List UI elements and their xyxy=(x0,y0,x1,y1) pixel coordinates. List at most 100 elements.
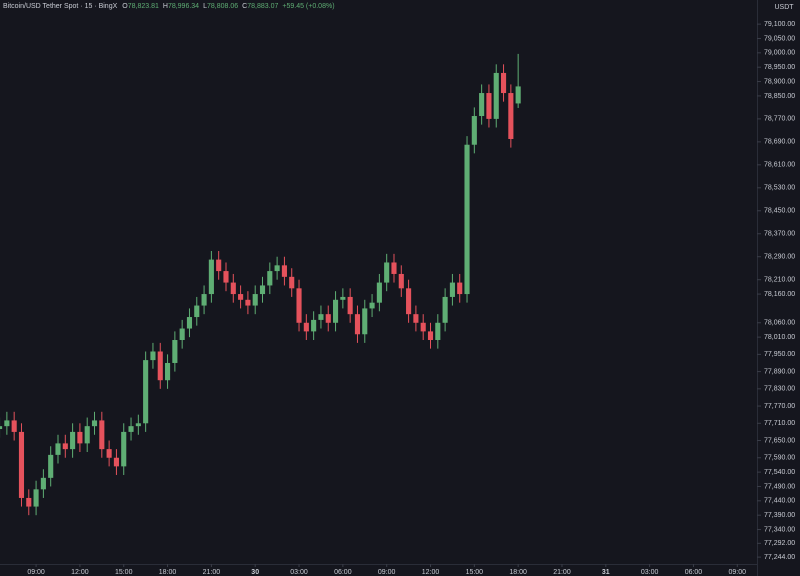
candle-body xyxy=(406,288,412,315)
x-tick-label: 18:00 xyxy=(159,569,177,576)
candle-body xyxy=(332,299,339,323)
candle-body xyxy=(318,314,324,320)
y-tick-label: 78,610.00 xyxy=(764,162,795,169)
candle-body xyxy=(201,294,207,306)
y-tick-label: 78,210.00 xyxy=(764,277,795,284)
candle-body xyxy=(150,351,156,361)
x-tick-label: 03:00 xyxy=(641,569,659,576)
y-tick-label: 78,690.00 xyxy=(764,139,795,146)
candle-body xyxy=(427,331,434,341)
candle-body xyxy=(354,314,361,335)
price-change: +59.45 (+0.08%) xyxy=(282,3,334,10)
y-tick-label: 78,160.00 xyxy=(764,291,795,298)
candle-body xyxy=(340,296,346,300)
candle-body xyxy=(186,317,193,329)
candle-body xyxy=(48,454,54,478)
y-tick-label: 78,290.00 xyxy=(764,254,795,261)
y-tick-label: 78,370.00 xyxy=(764,231,795,238)
x-tick-label: 12:00 xyxy=(71,569,89,576)
y-tick-label: 77,340.00 xyxy=(764,526,795,533)
candle-body xyxy=(33,489,39,507)
candle-body xyxy=(274,265,280,272)
candle-body xyxy=(84,426,90,444)
candle-body xyxy=(325,314,331,323)
candle-body xyxy=(252,294,258,306)
y-tick-label: 77,770.00 xyxy=(764,403,795,410)
candle-body xyxy=(486,93,492,119)
ohlc-key: H xyxy=(163,3,168,10)
candle-body xyxy=(26,497,32,507)
candle-body xyxy=(157,351,163,381)
candle-body xyxy=(471,116,477,145)
x-tick-label: 09:00 xyxy=(27,569,45,576)
x-tick-label: 15:00 xyxy=(466,569,484,576)
candle-body xyxy=(442,296,448,323)
x-tick-label: 09:00 xyxy=(378,569,396,576)
candle-body xyxy=(135,423,141,427)
x-tick-label: 12:00 xyxy=(422,569,440,576)
chart-title: Bitcoin/USD Tether Spot · 15 · BingX xyxy=(3,3,118,10)
candle-body xyxy=(77,431,83,444)
candle-body xyxy=(303,322,309,332)
x-tick-label: 30 xyxy=(251,569,259,576)
candle-body xyxy=(289,276,295,289)
candle-body xyxy=(165,362,171,381)
y-tick-label: 78,850.00 xyxy=(764,93,795,100)
candle-body xyxy=(267,271,273,286)
candle-body xyxy=(384,262,390,283)
y-tick-label: 78,450.00 xyxy=(764,208,795,215)
candle-body xyxy=(500,72,507,94)
y-tick-label: 77,830.00 xyxy=(764,386,795,393)
x-tick-label: 15:00 xyxy=(115,569,133,576)
candle-body xyxy=(223,271,229,283)
ohlc-key: L xyxy=(203,3,207,10)
y-tick-label: 79,000.00 xyxy=(764,50,795,57)
candle-body xyxy=(413,314,419,323)
ohlc-value: 78,883.07 xyxy=(247,3,278,10)
candle-body xyxy=(376,282,382,303)
y-tick-label: 77,244.00 xyxy=(764,554,795,561)
candle-body xyxy=(493,72,499,119)
candle-body xyxy=(369,302,375,309)
candle-body xyxy=(106,449,112,458)
candle-body xyxy=(179,328,185,341)
y-tick-label: 78,900.00 xyxy=(764,78,795,85)
candle-body xyxy=(296,288,302,323)
ohlc-value: 78,996.34 xyxy=(168,3,199,10)
y-tick-label: 77,890.00 xyxy=(764,368,795,375)
candle-body xyxy=(245,299,251,306)
candle-body xyxy=(391,262,397,274)
candle-body xyxy=(11,420,17,432)
y-tick-label: 79,100.00 xyxy=(764,21,795,28)
x-tick-label: 21:00 xyxy=(203,569,221,576)
candle-body xyxy=(91,420,98,427)
currency-label: USDT xyxy=(774,4,794,11)
x-tick-label: 06:00 xyxy=(334,569,352,576)
candle-body xyxy=(208,259,214,295)
candle-body xyxy=(479,93,485,117)
x-tick-label: 09:00 xyxy=(729,569,747,576)
x-tick-label: 06:00 xyxy=(685,569,703,576)
candle-body xyxy=(194,305,200,318)
y-tick-label: 78,770.00 xyxy=(764,116,795,123)
candle-body xyxy=(420,322,426,332)
candle-body xyxy=(238,294,244,300)
ohlc-value: 78,823.81 xyxy=(128,3,159,10)
x-tick-label: 31 xyxy=(602,569,610,576)
y-tick-label: 77,390.00 xyxy=(764,512,795,519)
candle-body xyxy=(311,319,317,332)
candle-body xyxy=(18,431,25,498)
candle-body xyxy=(128,426,134,432)
y-tick-label: 79,050.00 xyxy=(764,35,795,42)
chart-header: Bitcoin/USD Tether Spot · 15 · BingX O78,… xyxy=(3,3,335,10)
candle-body xyxy=(0,426,3,430)
ohlc-key: C xyxy=(242,3,247,10)
candle-body xyxy=(4,420,10,427)
y-tick-label: 77,650.00 xyxy=(764,437,795,444)
candle-body xyxy=(55,443,61,455)
y-tick-label: 77,490.00 xyxy=(764,483,795,490)
candle-body xyxy=(259,285,266,295)
candle-body xyxy=(143,360,149,424)
y-tick-label: 78,010.00 xyxy=(764,334,795,341)
